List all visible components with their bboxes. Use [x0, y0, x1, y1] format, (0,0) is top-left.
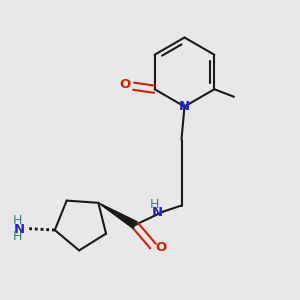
Text: H: H	[150, 197, 159, 211]
Text: N: N	[152, 206, 163, 220]
Text: N: N	[179, 100, 190, 113]
Text: H: H	[13, 214, 22, 226]
Text: N: N	[14, 223, 25, 236]
Text: O: O	[156, 241, 167, 254]
Polygon shape	[98, 203, 137, 228]
Text: H: H	[13, 230, 22, 243]
Text: O: O	[120, 78, 131, 91]
